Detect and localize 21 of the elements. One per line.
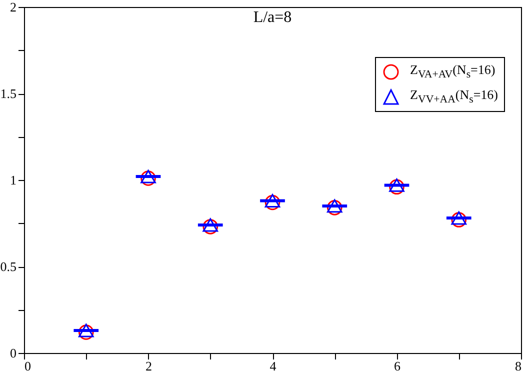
chart-title: L/a=8 — [253, 9, 292, 26]
point — [202, 219, 218, 234]
point — [389, 179, 404, 195]
y-tick-label: 0.5 — [0, 259, 16, 274]
legend-label: Z$_{VA+AV}$(N$_{s}$=16) — [410, 61, 496, 83]
y-tick-label: 1.5 — [0, 86, 16, 101]
x-tick-label: 0 — [24, 358, 31, 374]
y-tick-label: 1 — [10, 172, 16, 188]
point — [140, 170, 156, 184]
legend-label: Z$_{VV+AA}$(N$_{s}$=16) — [410, 86, 498, 108]
point — [202, 218, 218, 232]
x-tick-label: 8 — [515, 358, 522, 374]
x-tick-label: 2 — [146, 358, 152, 374]
x-tick-label: 6 — [394, 358, 401, 374]
point — [264, 194, 280, 208]
point — [389, 178, 404, 192]
y-tick-label: 2 — [10, 0, 16, 14]
point — [140, 170, 156, 186]
y-tick-label: 0 — [10, 346, 16, 360]
x-tick-label: 4 — [270, 358, 277, 374]
point — [264, 194, 280, 210]
